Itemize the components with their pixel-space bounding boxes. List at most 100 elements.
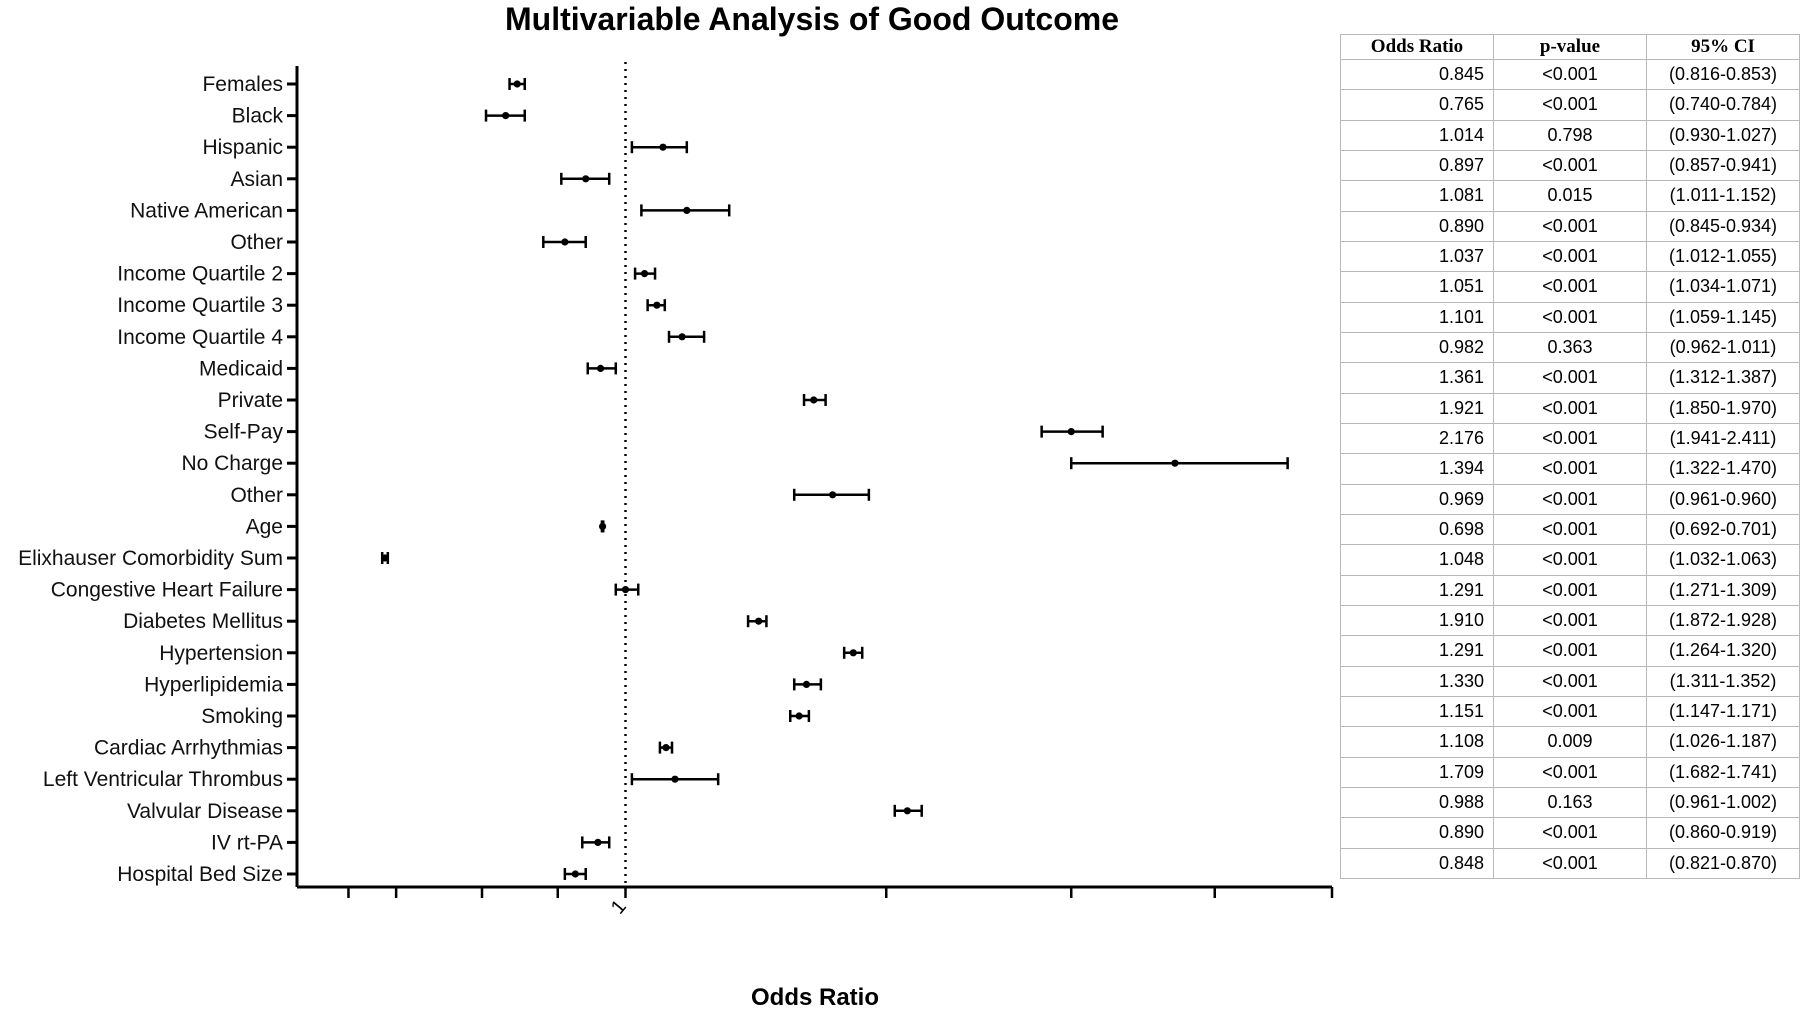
p-value-cell: <0.001 <box>1493 513 1647 546</box>
odds-ratio-cell: 0.890 <box>1340 817 1494 849</box>
odds-ratio-cell: 1.081 <box>1340 180 1494 212</box>
forest-row: Hypertension <box>159 642 864 665</box>
ci-cell: (0.930-1.027) <box>1646 119 1800 151</box>
forest-row: Hispanic <box>202 136 689 159</box>
forest-row: Diabetes Mellitus <box>123 610 768 633</box>
ci-cell: (1.271-1.309) <box>1646 574 1800 606</box>
point-estimate <box>571 870 579 878</box>
ci-cell: (0.821-0.870) <box>1646 847 1800 880</box>
axes: 1 <box>295 62 1334 919</box>
odds-ratio-cell: 1.921 <box>1340 392 1494 424</box>
forest-row: Left Ventricular Thrombus <box>43 768 720 791</box>
ci-cell: (1.011-1.152) <box>1646 180 1800 212</box>
rows: Females Black Hispanic Asian Native American… <box>18 73 1289 886</box>
table-row: 1.921 <0.001 (1.850-1.970) <box>1340 392 1800 424</box>
p-value-cell: <0.001 <box>1493 210 1647 242</box>
p-value-cell: <0.001 <box>1493 756 1647 788</box>
odds-ratio-cell: 1.330 <box>1340 665 1494 697</box>
row-label: IV rt-PA <box>211 831 283 854</box>
odds-ratio-cell: 1.051 <box>1340 271 1494 303</box>
forest-row: Black <box>232 105 527 128</box>
table-row: 1.051 <0.001 (1.034-1.071) <box>1340 271 1800 303</box>
p-value-cell: <0.001 <box>1493 695 1647 728</box>
table-row: 1.108 0.009 (1.026-1.187) <box>1340 726 1800 758</box>
table-row: 1.014 0.798 (0.930-1.027) <box>1340 119 1800 151</box>
row-label: Income Quartile 4 <box>117 326 283 349</box>
forest-row: Hyperlipidemia <box>144 673 823 696</box>
table-row: 0.969 <0.001 (0.961-0.960) <box>1340 483 1800 515</box>
row-label: Private <box>218 389 283 412</box>
table-row: 0.988 0.163 (0.961-1.002) <box>1340 786 1800 819</box>
ci-cell: (0.845-0.934) <box>1646 210 1800 242</box>
p-value-cell: <0.001 <box>1493 817 1647 849</box>
row-label: Other <box>230 231 283 254</box>
odds-ratio-cell: 0.897 <box>1340 149 1494 182</box>
odds-ratio-cell: 1.394 <box>1340 453 1494 485</box>
ci-cell: (1.034-1.071) <box>1646 271 1800 303</box>
odds-ratio-cell: 1.361 <box>1340 362 1494 394</box>
ci-cell: (1.322-1.470) <box>1646 453 1800 485</box>
row-label: Hypertension <box>159 642 283 665</box>
row-label: Elixhauser Comorbidity Sum <box>18 547 283 570</box>
forest-plot: Multivariable Analysis of Good Outcome O… <box>18 1 1334 1010</box>
odds-ratio-cell: 1.101 <box>1340 301 1494 333</box>
odds-ratio-cell: 1.291 <box>1340 574 1494 606</box>
table-row: 1.081 0.015 (1.011-1.152) <box>1340 180 1800 212</box>
table-row: 0.982 0.363 (0.962-1.011) <box>1340 331 1800 364</box>
point-estimate <box>596 364 605 372</box>
point-estimate <box>1067 428 1075 436</box>
ci-cell: (0.816-0.853) <box>1646 58 1800 91</box>
point-estimate <box>849 649 857 657</box>
row-label: Self-Pay <box>204 421 284 444</box>
forest-row: Cardiac Arrhythmias <box>94 737 674 760</box>
p-value-cell: 0.363 <box>1493 331 1647 364</box>
table-row: 1.291 <0.001 (1.271-1.309) <box>1340 574 1800 606</box>
row-label: Hospital Bed Size <box>117 863 283 886</box>
ci-cell: (0.692-0.701) <box>1646 513 1800 546</box>
p-value-cell: <0.001 <box>1493 847 1647 880</box>
odds-ratio-cell: 0.988 <box>1340 786 1494 819</box>
row-label: Hyperlipidemia <box>144 673 283 696</box>
row-label: Smoking <box>201 705 283 728</box>
p-value-cell: 0.163 <box>1493 786 1647 819</box>
table-row: 0.698 <0.001 (0.692-0.701) <box>1340 513 1800 546</box>
p-value-cell: <0.001 <box>1493 89 1647 121</box>
forest-row: Income Quartile 4 <box>117 326 706 349</box>
forest-row: Native American <box>130 199 731 222</box>
forest-row: Other <box>230 231 587 254</box>
p-value-cell: <0.001 <box>1493 544 1647 576</box>
ci-cell: (1.032-1.063) <box>1646 544 1800 576</box>
point-estimate <box>594 838 602 847</box>
row-label: Native American <box>130 199 283 222</box>
p-value-cell: <0.001 <box>1493 635 1647 667</box>
p-value-cell: <0.001 <box>1493 422 1647 455</box>
p-value-cell: <0.001 <box>1493 271 1647 303</box>
table-row: 1.291 <0.001 (1.264-1.320) <box>1340 635 1800 667</box>
row-label: Medicaid <box>199 357 283 380</box>
table-row: 0.897 <0.001 (0.857-0.941) <box>1340 149 1800 182</box>
p-value-cell: <0.001 <box>1493 362 1647 394</box>
chart-title: Multivariable Analysis of Good Outcome <box>505 1 1119 37</box>
odds-ratio-cell: 1.151 <box>1340 695 1494 728</box>
odds-ratio-cell: 1.291 <box>1340 635 1494 667</box>
p-value-cell: <0.001 <box>1493 453 1647 485</box>
point-estimate <box>683 206 691 214</box>
p-value-cell: <0.001 <box>1493 149 1647 182</box>
table-row: 0.848 <0.001 (0.821-0.870) <box>1340 847 1800 880</box>
p-value-cell: <0.001 <box>1493 301 1647 333</box>
table-header: Odds Ratio <box>1340 34 1494 60</box>
table-row: 0.890 <0.001 (0.845-0.934) <box>1340 210 1800 242</box>
ci-cell: (1.147-1.171) <box>1646 695 1800 728</box>
row-label: Females <box>202 73 283 96</box>
p-value-cell: <0.001 <box>1493 240 1647 273</box>
p-value-cell: 0.798 <box>1493 119 1647 151</box>
odds-ratio-cell: 0.848 <box>1340 847 1494 880</box>
table-header: 95% CI <box>1646 34 1800 60</box>
forest-row: IV rt-PA <box>211 831 611 854</box>
x-tick-label: 1 <box>607 896 631 919</box>
row-label: Diabetes Mellitus <box>123 610 283 633</box>
table-row: 1.910 <0.001 (1.872-1.928) <box>1340 604 1800 637</box>
table-row: 0.890 <0.001 (0.860-0.919) <box>1340 817 1800 849</box>
forest-row: Hospital Bed Size <box>117 863 587 886</box>
table-header-row: Odds Ratio p-value 95% CI <box>1340 34 1800 60</box>
